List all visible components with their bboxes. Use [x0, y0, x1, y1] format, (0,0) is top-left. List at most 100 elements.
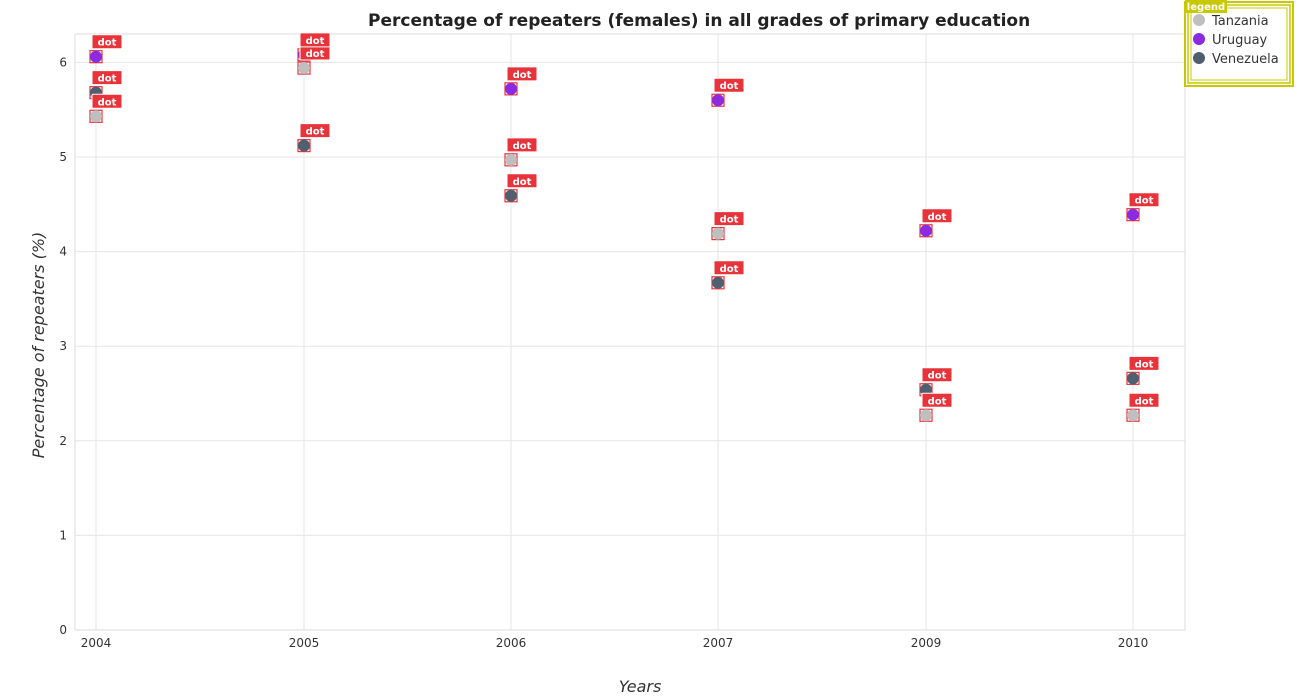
y-tick-label: 2: [59, 434, 67, 448]
y-tick-label: 6: [59, 55, 67, 69]
point-annotation: dot: [506, 173, 538, 189]
x-tick-label: 2010: [1118, 636, 1149, 650]
annotation-text: dot: [720, 264, 739, 275]
x-axis-label: Years: [619, 677, 662, 696]
annotation-box: [299, 123, 331, 139]
annotation-text: dot: [98, 97, 117, 108]
y-tick-label: 5: [59, 150, 67, 164]
annotation-box: [921, 392, 953, 408]
annotation-text: dot: [513, 177, 532, 188]
annotation-box: [506, 137, 538, 153]
point-annotation: dot: [1128, 355, 1160, 371]
data-point: [1127, 372, 1139, 385]
legend-entry-label: Uruguay: [1212, 33, 1268, 48]
point-annotation: dot: [713, 260, 745, 276]
annotation-text: dot: [720, 215, 739, 226]
y-tick-label: 4: [59, 245, 67, 259]
point-annotation: dot: [713, 77, 745, 93]
annotation-text: dot: [513, 141, 532, 152]
legend-marker: [1193, 52, 1205, 64]
annotation-text: dot: [98, 74, 117, 85]
point-annotation: dot: [506, 137, 538, 153]
data-point: [90, 110, 102, 123]
point-annotations: dot dot dot dot dot dot dot dot dot dot dot dot dot d…: [91, 32, 1160, 408]
data-point: [712, 94, 724, 107]
annotation-box: [713, 77, 745, 93]
legend-inner-frame: [1190, 7, 1288, 81]
data-point: [90, 50, 102, 63]
data-point: [505, 153, 517, 166]
data-point: [920, 383, 932, 396]
annotation-box: [299, 32, 331, 48]
data-point: [712, 227, 724, 240]
annotation-text: dot: [928, 396, 947, 407]
x-tick-label: 2009: [911, 636, 942, 650]
legend-title-box: [1185, 0, 1227, 13]
point-annotation: dot: [91, 70, 123, 86]
legend-entry-label: Venezuela: [1212, 52, 1279, 67]
annotation-box: [921, 208, 953, 224]
annotation-text: dot: [928, 212, 947, 223]
annotation-box: [91, 93, 123, 109]
annotation-text: dot: [306, 36, 325, 47]
data-point: [1127, 208, 1139, 221]
data-point: [505, 189, 517, 202]
point-annotation: dot: [506, 66, 538, 82]
annotation-box: [91, 70, 123, 86]
annotation-text: dot: [928, 371, 947, 382]
point-annotation: dot: [713, 211, 745, 227]
data-point: [1127, 409, 1139, 422]
annotation-box: [713, 260, 745, 276]
legend-title: legend: [1187, 2, 1225, 13]
data-point: [920, 409, 932, 422]
y-tick-label: 0: [59, 623, 67, 637]
annotation-box: [506, 66, 538, 82]
plot-frame: [74, 33, 1186, 631]
legend-inner-frame: [1187, 4, 1291, 84]
legend-marker: [1193, 33, 1205, 45]
annotation-box: [506, 173, 538, 189]
data-point: [298, 139, 310, 152]
annotation-box: [91, 34, 123, 50]
data-point: [505, 82, 517, 95]
axes: 0 1 2 3 4 5 6 2004 2005 2006 2007 2009 2010: [59, 33, 1186, 650]
annotation-text: dot: [306, 49, 325, 60]
point-annotation: dot: [299, 123, 331, 139]
annotation-text: dot: [720, 81, 739, 92]
point-annotation: dot: [299, 45, 331, 61]
y-axis-label: Percentage of repeaters (%): [29, 232, 48, 459]
x-tick-label: 2005: [289, 636, 320, 650]
legend-marker: [1193, 14, 1205, 26]
annotation-box: [1128, 392, 1160, 408]
annotation-box: [1128, 192, 1160, 208]
chart-title: Percentage of repeaters (females) in all…: [368, 11, 1030, 31]
annotation-text: dot: [513, 70, 532, 81]
legend-entry-label: Tanzania: [1211, 14, 1269, 29]
point-annotation: dot: [1128, 192, 1160, 208]
annotation-box: [921, 367, 953, 383]
data-point: [920, 224, 932, 237]
y-tick-label: 1: [59, 528, 67, 542]
annotation-box: [1128, 355, 1160, 371]
point-annotation: dot: [299, 32, 331, 48]
annotation-box: [713, 211, 745, 227]
data-point: [712, 276, 724, 289]
data-point: [298, 62, 310, 75]
x-tick-label: 2007: [703, 636, 734, 650]
x-tick-label: 2004: [81, 636, 112, 650]
annotation-text: dot: [98, 38, 117, 49]
point-annotation: dot: [1128, 392, 1160, 408]
annotation-text: dot: [306, 127, 325, 138]
point-annotation: dot: [91, 34, 123, 50]
x-tick-label: 2006: [496, 636, 527, 650]
point-annotation: dot: [921, 392, 953, 408]
point-annotation: dot: [921, 367, 953, 383]
annotation-text: dot: [1135, 359, 1154, 370]
grid-lines: [75, 34, 1185, 631]
annotation-text: dot: [1135, 196, 1154, 207]
point-annotation: dot: [921, 208, 953, 224]
